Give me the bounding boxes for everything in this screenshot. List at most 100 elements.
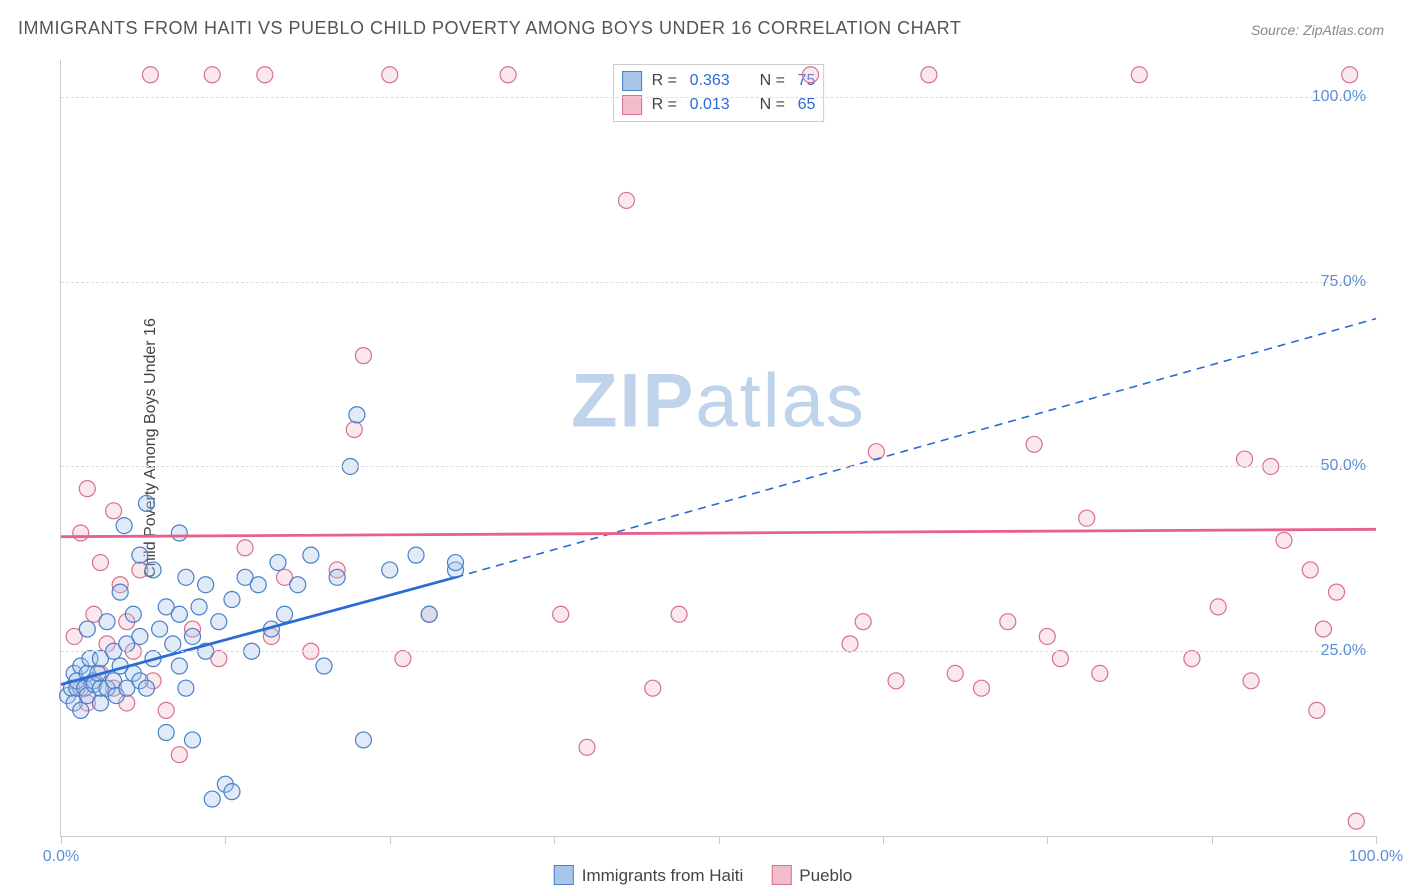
scatter-point-pueblo xyxy=(921,67,937,83)
scatter-point-haiti xyxy=(125,606,141,622)
scatter-point-pueblo xyxy=(1210,599,1226,615)
scatter-point-haiti xyxy=(185,732,201,748)
trendline-extrapolated-haiti xyxy=(456,319,1377,578)
scatter-point-pueblo xyxy=(868,444,884,460)
scatter-point-pueblo xyxy=(947,665,963,681)
y-tick-label: 100.0% xyxy=(1312,88,1366,106)
scatter-point-pueblo xyxy=(142,67,158,83)
scatter-point-pueblo xyxy=(1329,584,1345,600)
scatter-point-pueblo xyxy=(257,67,273,83)
scatter-point-haiti xyxy=(211,614,227,630)
scatter-point-pueblo xyxy=(1302,562,1318,578)
scatter-point-haiti xyxy=(73,702,89,718)
scatter-point-haiti xyxy=(329,569,345,585)
scatter-point-haiti xyxy=(165,636,181,652)
trendline-pueblo xyxy=(61,529,1376,536)
scatter-point-haiti xyxy=(204,791,220,807)
scatter-point-pueblo xyxy=(92,555,108,571)
x-tick xyxy=(61,836,62,844)
scatter-point-pueblo xyxy=(974,680,990,696)
scatter-point-haiti xyxy=(349,407,365,423)
legend-item-haiti: Immigrants from Haiti xyxy=(554,865,744,886)
legend-series: Immigrants from Haiti Pueblo xyxy=(554,865,852,886)
scatter-point-pueblo xyxy=(1092,665,1108,681)
scatter-point-haiti xyxy=(116,518,132,534)
scatter-point-pueblo xyxy=(73,525,89,541)
scatter-point-pueblo xyxy=(1079,510,1095,526)
legend-item-pueblo: Pueblo xyxy=(771,865,852,886)
x-tick xyxy=(883,836,884,844)
scatter-point-haiti xyxy=(132,547,148,563)
scatter-point-haiti xyxy=(224,784,240,800)
scatter-point-pueblo xyxy=(237,540,253,556)
scatter-point-haiti xyxy=(79,621,95,637)
plot-area: ZIPatlas Child Poverty Among Boys Under … xyxy=(60,60,1376,837)
scatter-point-pueblo xyxy=(1237,451,1253,467)
gridline-h xyxy=(61,466,1368,467)
chart-container: IMMIGRANTS FROM HAITI VS PUEBLO CHILD PO… xyxy=(0,0,1406,892)
x-tick xyxy=(554,836,555,844)
scatter-point-haiti xyxy=(191,599,207,615)
scatter-point-pueblo xyxy=(500,67,516,83)
scatter-point-pueblo xyxy=(346,422,362,438)
scatter-point-pueblo xyxy=(1243,673,1259,689)
gridline-h xyxy=(61,282,1368,283)
scatter-point-pueblo xyxy=(618,192,634,208)
scatter-point-pueblo xyxy=(579,739,595,755)
scatter-point-haiti xyxy=(152,621,168,637)
scatter-point-pueblo xyxy=(1342,67,1358,83)
scatter-point-pueblo xyxy=(671,606,687,622)
legend-swatch-haiti-bottom xyxy=(554,865,574,885)
scatter-point-haiti xyxy=(303,547,319,563)
x-tick xyxy=(1212,836,1213,844)
source-label: Source: ZipAtlas.com xyxy=(1251,22,1384,38)
y-tick-label: 50.0% xyxy=(1321,457,1366,475)
x-tick xyxy=(719,836,720,844)
scatter-point-haiti xyxy=(171,525,187,541)
scatter-point-haiti xyxy=(178,680,194,696)
scatter-point-pueblo xyxy=(1315,621,1331,637)
scatter-point-pueblo xyxy=(106,503,122,519)
scatter-point-pueblo xyxy=(382,67,398,83)
scatter-point-haiti xyxy=(198,577,214,593)
scatter-point-pueblo xyxy=(1276,532,1292,548)
gridline-h xyxy=(61,651,1368,652)
scatter-point-haiti xyxy=(132,628,148,644)
scatter-point-haiti xyxy=(270,555,286,571)
scatter-point-pueblo xyxy=(355,348,371,364)
scatter-point-pueblo xyxy=(855,614,871,630)
scatter-point-pueblo xyxy=(395,651,411,667)
x-tick xyxy=(390,836,391,844)
scatter-point-haiti xyxy=(99,614,115,630)
scatter-point-haiti xyxy=(171,658,187,674)
x-tick-label-end: 100.0% xyxy=(1349,848,1403,866)
scatter-point-haiti xyxy=(138,680,154,696)
scatter-point-haiti xyxy=(112,584,128,600)
scatter-point-pueblo xyxy=(1184,651,1200,667)
x-tick xyxy=(1376,836,1377,844)
scatter-point-haiti xyxy=(316,658,332,674)
scatter-point-haiti xyxy=(408,547,424,563)
scatter-point-haiti xyxy=(145,562,161,578)
scatter-point-pueblo xyxy=(842,636,858,652)
x-tick-label-start: 0.0% xyxy=(43,848,79,866)
scatter-point-pueblo xyxy=(1039,628,1055,644)
y-tick-label: 75.0% xyxy=(1321,273,1366,291)
scatter-point-pueblo xyxy=(888,673,904,689)
scatter-point-haiti xyxy=(355,732,371,748)
legend-label-haiti: Immigrants from Haiti xyxy=(582,866,744,885)
scatter-point-haiti xyxy=(290,577,306,593)
scatter-point-pueblo xyxy=(1052,651,1068,667)
scatter-point-pueblo xyxy=(158,702,174,718)
scatter-point-pueblo xyxy=(803,67,819,83)
scatter-point-pueblo xyxy=(171,747,187,763)
chart-title: IMMIGRANTS FROM HAITI VS PUEBLO CHILD PO… xyxy=(18,18,961,39)
scatter-point-pueblo xyxy=(645,680,661,696)
scatter-point-haiti xyxy=(158,725,174,741)
scatter-point-haiti xyxy=(92,695,108,711)
scatter-point-pueblo xyxy=(1131,67,1147,83)
gridline-h xyxy=(61,97,1368,98)
scatter-point-pueblo xyxy=(1348,813,1364,829)
chart-svg xyxy=(61,60,1376,836)
legend-label-pueblo: Pueblo xyxy=(799,866,852,885)
